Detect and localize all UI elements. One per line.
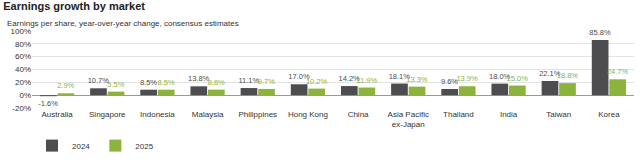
svg-text:Singapore: Singapore	[89, 110, 126, 119]
svg-text:Hong Kong: Hong Kong	[288, 110, 328, 119]
svg-text:Korea: Korea	[598, 110, 620, 119]
svg-text:11.9%: 11.9%	[356, 76, 377, 85]
svg-text:China: China	[348, 110, 369, 119]
svg-text:Indonesia: Indonesia	[140, 110, 175, 119]
svg-text:Taiwan: Taiwan	[546, 110, 571, 119]
svg-text:2024: 2024	[72, 142, 90, 151]
svg-text:Earnings per share, year-over-: Earnings per share, year-over-year chang…	[7, 19, 239, 28]
svg-text:13.8%: 13.8%	[188, 74, 210, 83]
svg-text:Earnings growth by market: Earnings growth by market	[3, 0, 145, 12]
svg-text:2025: 2025	[135, 142, 153, 151]
svg-text:11.1%: 11.1%	[238, 76, 259, 85]
svg-text:15.0%: 15.0%	[507, 74, 529, 83]
svg-text:Asia Pacificex-Japan: Asia Pacificex-Japan	[388, 110, 429, 129]
svg-text:-20%: -20%	[12, 104, 31, 113]
svg-text:80%: 80%	[15, 40, 31, 49]
svg-text:18.0%: 18.0%	[489, 72, 511, 81]
svg-text:2.9%: 2.9%	[57, 81, 74, 90]
svg-text:5.5%: 5.5%	[107, 80, 124, 89]
svg-text:9.7%: 9.7%	[258, 77, 275, 86]
svg-text:9.6%: 9.6%	[441, 77, 458, 86]
svg-text:24.7%: 24.7%	[607, 67, 629, 76]
svg-text:Malaysia: Malaysia	[192, 110, 224, 119]
svg-text:18.1%: 18.1%	[389, 72, 411, 81]
svg-text:18.8%: 18.8%	[557, 71, 579, 80]
svg-text:17.0%: 17.0%	[288, 72, 310, 81]
svg-text:8.5%: 8.5%	[157, 78, 174, 87]
svg-text:40%: 40%	[15, 65, 31, 74]
svg-text:Australia: Australia	[42, 110, 74, 119]
svg-text:13.3%: 13.3%	[406, 75, 428, 84]
svg-text:Thailand: Thailand	[443, 110, 474, 119]
svg-text:100%: 100%	[11, 27, 31, 36]
svg-text:60%: 60%	[15, 52, 31, 61]
svg-text:20%: 20%	[15, 78, 31, 87]
svg-text:14.2%: 14.2%	[339, 74, 361, 83]
svg-text:8.5%: 8.5%	[140, 78, 157, 87]
svg-text:13.9%: 13.9%	[456, 74, 478, 83]
svg-text:0%: 0%	[19, 91, 31, 100]
svg-text:10.7%: 10.7%	[88, 76, 110, 85]
svg-text:8.6%: 8.6%	[208, 78, 225, 87]
svg-text:Philippines: Philippines	[238, 110, 277, 119]
svg-text:10.2%: 10.2%	[306, 77, 328, 86]
svg-text:India: India	[500, 110, 518, 119]
svg-text:22.1%: 22.1%	[539, 69, 561, 78]
svg-text:85.8%: 85.8%	[589, 28, 611, 37]
svg-text:-1.6%: -1.6%	[38, 99, 58, 108]
